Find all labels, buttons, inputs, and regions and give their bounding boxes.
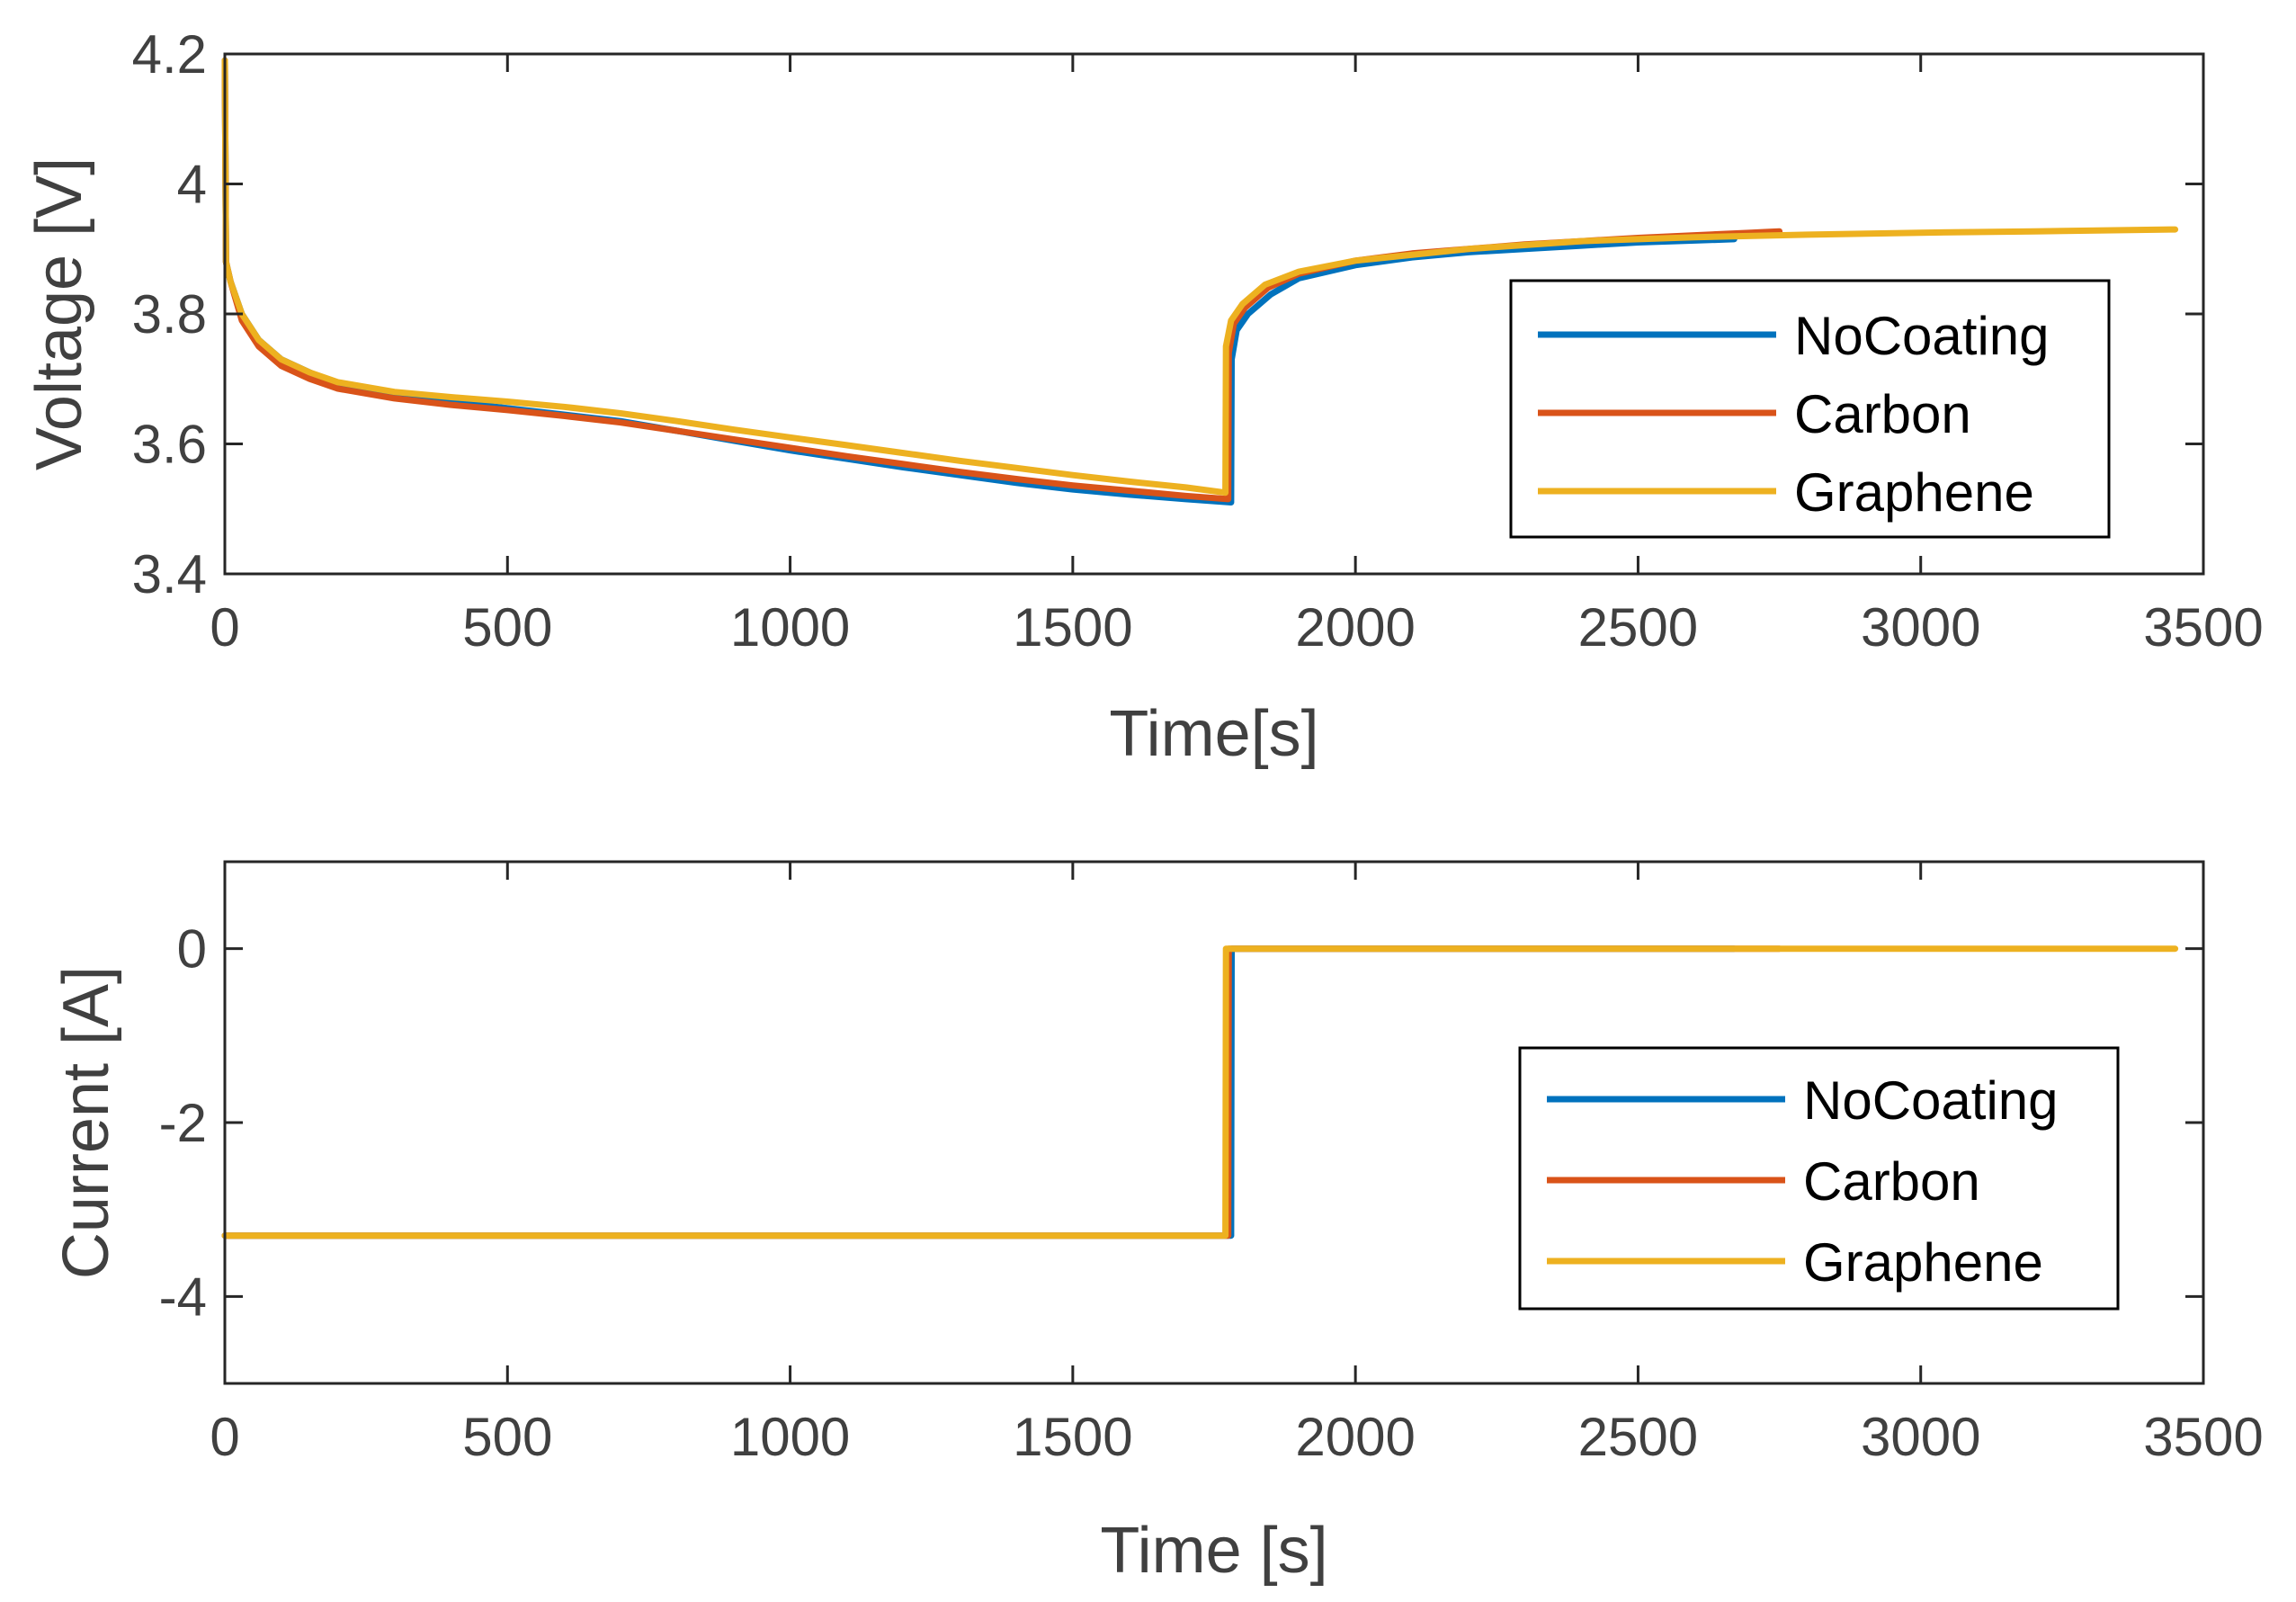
voltage-x-tick-label-0: 0 <box>210 597 239 658</box>
current-y-axis-title: Current [A] <box>50 966 122 1279</box>
current-legend-label-nocoating: NoCoating <box>1803 1070 2059 1131</box>
voltage-x-tick-label-1500: 1500 <box>1013 597 1132 658</box>
voltage-chart: 0 500 1000 1500 2000 2500 3000 3500 3.4 3.6 3.8 4 4.… <box>23 24 2264 770</box>
current-axes-box <box>223 860 2205 1385</box>
current-x-axis-title: Time [s] <box>1100 1515 1327 1587</box>
voltage-series-group <box>221 57 2179 506</box>
current-x-tick-label-2500: 2500 <box>1578 1407 1698 1467</box>
current-y-tick-label-4: -4 <box>159 1266 207 1327</box>
voltage-x-tick-label-500: 500 <box>462 597 552 658</box>
current-x-tick-label-3500: 3500 <box>2143 1407 2263 1467</box>
current-x-tick-label-500: 500 <box>462 1407 552 1467</box>
voltage-x-axis-title: Time[s] <box>1109 698 1318 770</box>
voltage-y-tick-label-4-2: 4.2 <box>132 24 207 85</box>
current-ticks-group: 0 500 1000 1500 2000 2500 3000 3500 -4 -2 0 <box>159 862 2264 1467</box>
current-series-group <box>221 945 2179 1240</box>
voltage-legend-label-carbon: Carbon <box>1794 384 1971 444</box>
voltage-ticks-group: 0 500 1000 1500 2000 2500 3000 3500 3.4 3.6 3.8 4 4.… <box>132 24 2264 658</box>
current-x-tick-label-1000: 1000 <box>730 1407 850 1467</box>
voltage-y-axis-title: Voltage [V] <box>23 157 95 470</box>
voltage-x-tick-label-2000: 2000 <box>1295 597 1415 658</box>
voltage-y-tick-label-3-8: 3.8 <box>132 284 207 345</box>
voltage-x-tick-label-3000: 3000 <box>1861 597 1980 658</box>
voltage-y-tick-label-4: 4 <box>177 155 207 215</box>
current-y-tick-label-2: -2 <box>159 1093 207 1153</box>
current-legend-label-graphene: Graphene <box>1803 1232 2043 1293</box>
current-series-line-graphene <box>221 945 2179 1240</box>
current-x-tick-label-2000: 2000 <box>1295 1407 1415 1467</box>
voltage-legend-label-graphene: Graphene <box>1794 462 2034 523</box>
voltage-series-line-graphene <box>221 57 2179 497</box>
current-legend: NoCoating Carbon Graphene <box>1518 1046 2120 1311</box>
voltage-y-tick-label-3-4: 3.4 <box>132 544 207 604</box>
current-legend-label-carbon: Carbon <box>1803 1151 1980 1212</box>
voltage-legend: NoCoating Carbon Graphene <box>1509 279 2111 539</box>
voltage-axes-box <box>223 52 2205 576</box>
current-chart: 0 500 1000 1500 2000 2500 3000 3500 -4 -2 0 Time [… <box>50 860 2264 1587</box>
current-x-tick-label-3000: 3000 <box>1861 1407 1980 1467</box>
voltage-x-tick-label-2500: 2500 <box>1578 597 1698 658</box>
current-x-tick-label-1500: 1500 <box>1013 1407 1132 1467</box>
voltage-x-tick-label-1000: 1000 <box>730 597 850 658</box>
voltage-y-tick-label-3-6: 3.6 <box>132 415 207 475</box>
voltage-legend-label-nocoating: NoCoating <box>1794 306 2050 366</box>
current-y-tick-label-0: 0 <box>177 919 207 980</box>
current-x-tick-label-0: 0 <box>210 1407 239 1467</box>
voltage-x-tick-label-3500: 3500 <box>2143 597 2263 658</box>
